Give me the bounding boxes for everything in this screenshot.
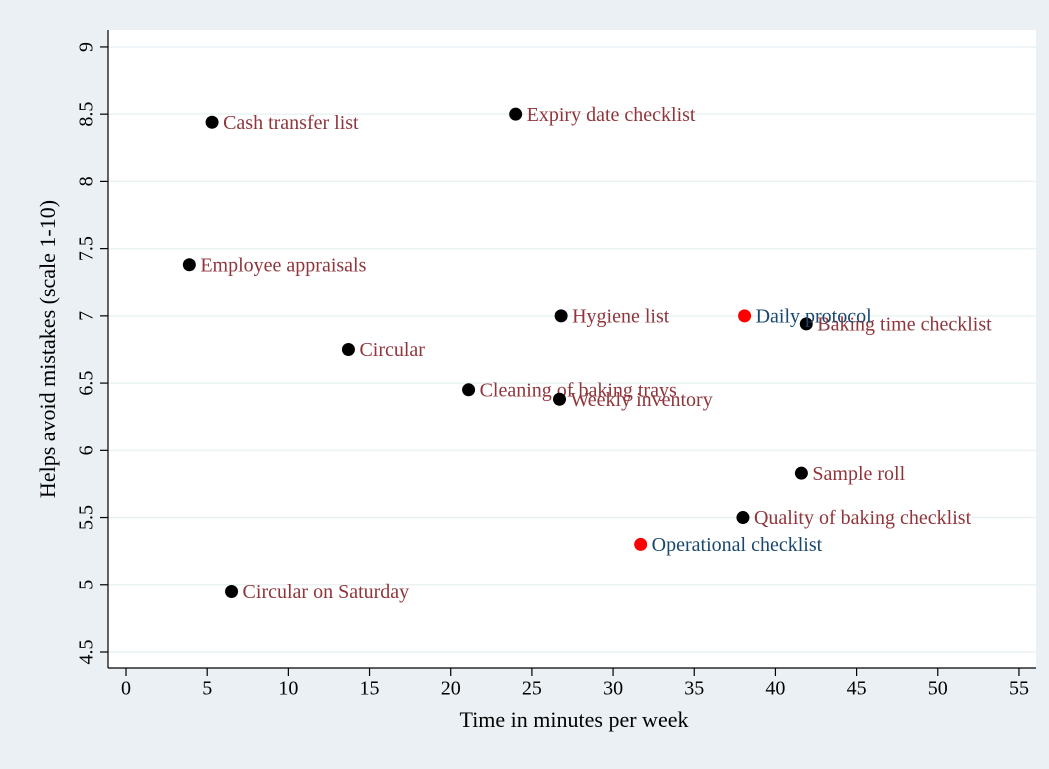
y-tick-label: 4.5 — [76, 639, 98, 664]
point-label: Daily protocol — [756, 305, 873, 327]
x-tick-label: 40 — [765, 678, 785, 700]
point — [794, 466, 808, 480]
y-tick-label: 9 — [76, 42, 98, 52]
x-tick-label: 45 — [847, 678, 867, 700]
y-axis-title: Helps avoid mistakes (scale 1-10) — [35, 200, 60, 498]
x-tick-label: 55 — [1009, 678, 1029, 700]
y-tick-label: 8 — [76, 176, 98, 186]
point — [736, 511, 750, 525]
point — [799, 317, 813, 331]
point — [182, 258, 196, 272]
point-label: Hygiene list — [572, 305, 670, 327]
point-label: Employee appraisals — [200, 254, 366, 276]
point-label: Baking time checklist — [817, 314, 992, 336]
y-tick-label: 7.5 — [76, 236, 98, 261]
y-tick-label: 6.5 — [76, 371, 98, 396]
point — [462, 383, 476, 397]
x-axis-title: Time in minutes per week — [460, 707, 689, 732]
point — [554, 309, 568, 323]
x-tick-label: 25 — [522, 678, 542, 700]
point — [634, 537, 648, 551]
x-tick-label: 15 — [360, 678, 380, 700]
point — [341, 342, 355, 356]
point-label: Operational checklist — [652, 534, 823, 556]
point — [738, 309, 752, 323]
point — [225, 584, 239, 598]
point-label: Sample roll — [812, 463, 905, 485]
y-tick-label: 5 — [76, 580, 98, 590]
y-tick-label: 8.5 — [76, 102, 98, 127]
x-tick-label: 0 — [121, 678, 131, 700]
plot-area — [108, 30, 1036, 668]
x-tick-label: 10 — [278, 678, 298, 700]
point-label: Cleaning of baking trays — [480, 379, 677, 401]
x-tick-label: 5 — [202, 678, 212, 700]
point-label: Cash transfer list — [223, 112, 359, 134]
x-tick-label: 20 — [441, 678, 461, 700]
point-label: Expiry date checklist — [527, 104, 696, 126]
y-tick-label: 7 — [76, 311, 98, 321]
x-tick-label: 30 — [603, 678, 623, 700]
y-tick-label: 5.5 — [76, 505, 98, 530]
point — [552, 392, 566, 406]
point — [205, 115, 219, 129]
point — [509, 107, 523, 121]
y-tick-label: 6 — [76, 445, 98, 455]
point-label: Weekly inventory — [570, 389, 712, 411]
point-label: Circular on Saturday — [243, 581, 410, 603]
x-tick-label: 50 — [928, 678, 948, 700]
point-label: Quality of baking checklist — [754, 507, 972, 529]
x-tick-label: 35 — [684, 678, 704, 700]
point-label: Circular — [359, 339, 425, 361]
